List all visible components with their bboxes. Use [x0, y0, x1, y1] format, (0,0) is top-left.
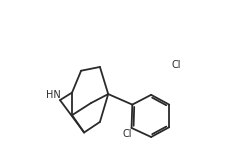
Text: Cl: Cl: [172, 60, 181, 71]
Text: Cl: Cl: [122, 129, 132, 139]
Text: HN: HN: [46, 90, 61, 100]
